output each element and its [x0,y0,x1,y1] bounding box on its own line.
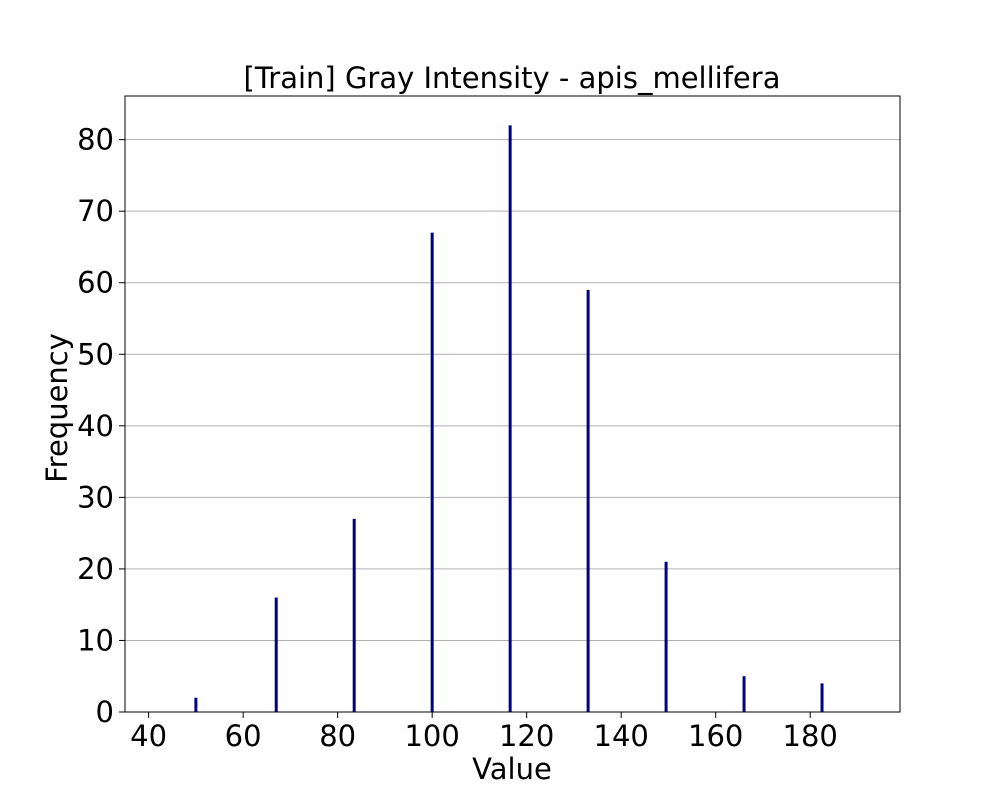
x-tick-label-40: 40 [130,719,167,753]
bar-100 [430,232,434,713]
y-tick-label-20: 20 [77,552,114,586]
y-tick-label-50: 50 [77,337,114,371]
x-tick-label-120: 120 [499,719,554,753]
bar-83.5 [352,518,356,712]
x-tick-label-140: 140 [594,719,649,753]
x-axis-label: Value [472,752,552,786]
y-tick-label-70: 70 [77,194,114,228]
bar-116.5 [508,125,512,713]
x-tick-label-100: 100 [404,719,459,753]
chart-title: [Train] Gray Intensity - apis_mellifera [244,61,781,95]
bar-50 [194,697,198,712]
bars [194,125,824,713]
x-tick-label-80: 80 [319,719,356,753]
y-axis-label: Frequency [40,333,74,483]
y-tick-label-80: 80 [77,123,114,157]
plot-frame [124,95,901,713]
y-tick-label-0: 0 [96,695,114,729]
x-axis-ticks: 40 60 80 100 120 140 160 180 [130,712,838,753]
y-tick-label-10: 10 [77,623,114,657]
x-tick-label-60: 60 [225,719,262,753]
bar-149.5 [664,561,668,712]
x-tick-label-160: 160 [688,719,743,753]
bar-182.5 [820,683,824,712]
bar-67 [274,597,278,712]
bar-133 [586,289,590,712]
y-tick-label-30: 30 [77,480,114,514]
bar-166 [742,676,746,712]
y-axis-ticks: 0 10 20 30 40 50 60 70 80 [77,123,125,729]
y-tick-label-60: 60 [77,266,114,300]
y-tick-label-40: 40 [77,409,114,443]
gridlines [125,139,900,641]
x-tick-label-180: 180 [783,719,838,753]
